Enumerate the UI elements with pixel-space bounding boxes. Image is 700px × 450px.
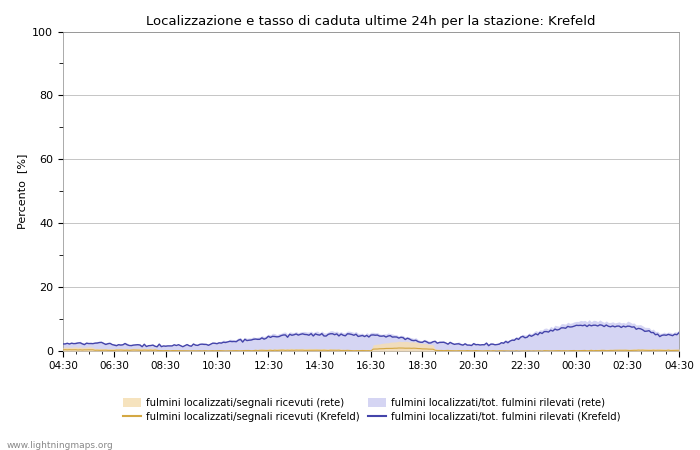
Title: Localizzazione e tasso di caduta ultime 24h per la stazione: Krefeld: Localizzazione e tasso di caduta ultime … bbox=[146, 14, 596, 27]
Legend: fulmini localizzati/segnali ricevuti (rete), fulmini localizzati/segnali ricevut: fulmini localizzati/segnali ricevuti (re… bbox=[123, 397, 621, 422]
Y-axis label: Percento  [%]: Percento [%] bbox=[17, 153, 27, 229]
Text: www.lightningmaps.org: www.lightningmaps.org bbox=[7, 441, 113, 450]
